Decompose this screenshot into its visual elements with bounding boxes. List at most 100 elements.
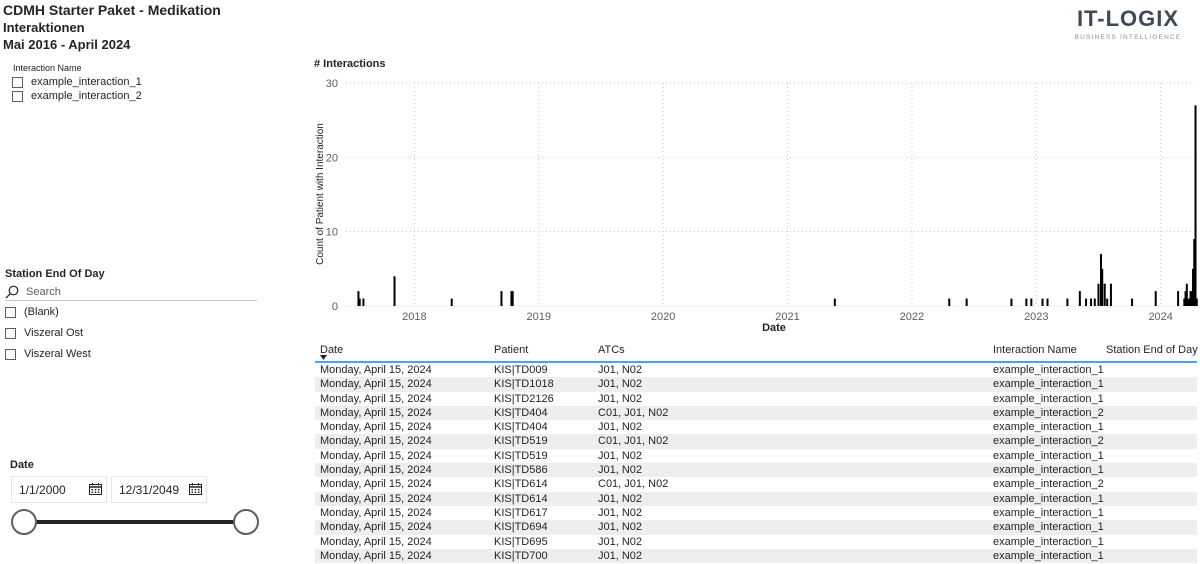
cell-date: Monday, April 15, 2024 (320, 435, 432, 448)
chart-title: # Interactions (314, 58, 386, 70)
chart-bar[interactable] (510, 291, 513, 306)
date-range-start-handle[interactable] (11, 509, 37, 535)
cell-patient: KIS|TD700 (494, 549, 548, 562)
cell-atcs: J01, N02 (598, 506, 643, 519)
chart-bar[interactable] (1093, 298, 1096, 306)
table-row[interactable]: Monday, April 15, 2024 KIS|TD617 J01, N02 e… (315, 506, 1197, 520)
cell-patient: KIS|TD586 (494, 464, 548, 477)
chart-bar[interactable] (1189, 291, 1192, 306)
station-option-viszeral-west[interactable]: Viszeral West (5, 348, 91, 360)
chart-bar[interactable] (1099, 253, 1102, 306)
cell-atcs: J01, N02 (598, 521, 643, 534)
chart-bar[interactable] (393, 276, 396, 306)
chart-bar[interactable] (500, 291, 503, 306)
chart-bar[interactable] (357, 291, 360, 306)
start-date-input[interactable]: 1/1/2000 (11, 476, 107, 503)
chart-bar[interactable] (1046, 298, 1049, 306)
table-row[interactable]: Monday, April 15, 2024 KIS|TD519 C01, J01,… (315, 434, 1197, 449)
checkbox[interactable] (5, 327, 16, 339)
station-search-box[interactable] (5, 283, 257, 301)
chart-bar[interactable] (1106, 298, 1109, 306)
chart-bar[interactable] (1154, 291, 1157, 306)
station-slicer-title: Station End Of Day (5, 268, 105, 280)
cell-interaction-name: example_interaction_1 (993, 549, 1104, 562)
chart-bar[interactable] (1183, 298, 1186, 306)
y-axis-label: Count of Patient with Interaction (315, 123, 326, 265)
checkbox[interactable] (5, 306, 16, 318)
chart-bar[interactable] (1193, 239, 1196, 306)
chart-bar[interactable] (450, 298, 453, 306)
column-header-station-end-of-day[interactable]: Station End of Day (1106, 344, 1198, 356)
chart-bar[interactable] (965, 298, 968, 306)
chart-bar[interactable] (1010, 298, 1013, 306)
chart-bar[interactable] (1190, 291, 1193, 306)
chart-bar[interactable] (1188, 298, 1191, 306)
table-row[interactable]: Monday, April 15, 2024 KIS|TD614 J01, N02 e… (315, 491, 1197, 506)
chart-bar[interactable] (1041, 298, 1044, 306)
x-tick-label: 2018 (402, 311, 426, 323)
cell-patient: KIS|TD695 (494, 535, 548, 548)
checkbox[interactable] (5, 348, 16, 360)
table-row[interactable]: Monday, April 15, 2024 KIS|TD694 J01, N02 e… (315, 520, 1197, 535)
column-header-interaction-name[interactable]: Interaction Name (993, 344, 1077, 356)
report-period: Mai 2016 - April 2024 (3, 37, 131, 52)
table-row[interactable]: Monday, April 15, 2024 KIS|TD700 J01, N02 e… (315, 548, 1197, 564)
chart-bar[interactable] (1085, 298, 1088, 306)
chart-bar[interactable] (1030, 298, 1033, 306)
station-option-viszeral-ost[interactable]: Viszeral Ost (5, 327, 83, 339)
chart-bar[interactable] (1066, 298, 1069, 306)
date-range-end-handle[interactable] (233, 509, 259, 535)
station-option-blank[interactable]: (Blank) (5, 306, 59, 318)
table-row[interactable]: Monday, April 15, 2024 KIS|TD614 C01, J01,… (315, 477, 1197, 491)
chart-bar[interactable] (358, 298, 361, 306)
chart-bar[interactable] (1101, 268, 1104, 306)
chart-bar[interactable] (1194, 105, 1197, 306)
chart-bar[interactable] (1184, 291, 1187, 306)
chart-bar[interactable] (1097, 283, 1100, 306)
chart-bar[interactable] (1185, 283, 1188, 306)
y-tick-label: 20 (326, 152, 338, 164)
chart-bar[interactable] (1192, 268, 1195, 306)
chart-bar[interactable] (511, 291, 514, 306)
end-date-value: 12/31/2049 (119, 482, 180, 497)
table-row[interactable]: Monday, April 15, 2024 KIS|TD586 J01, N02 e… (315, 463, 1197, 478)
column-header-patient[interactable]: Patient (494, 344, 529, 356)
chart-bar[interactable] (1090, 298, 1093, 306)
table-row[interactable]: Monday, April 15, 2024 KIS|TD519 J01, N02 e… (315, 449, 1197, 463)
table-row[interactable]: Monday, April 15, 2024 KIS|TD1018 J01, N02… (315, 377, 1197, 392)
cell-atcs: J01, N02 (598, 535, 643, 548)
chart-bar[interactable] (1195, 298, 1198, 306)
chart-bar[interactable] (1177, 291, 1180, 306)
station-search-input[interactable] (26, 285, 246, 298)
logo-main-text: IT-LOGIX (1076, 6, 1180, 31)
table-row[interactable]: Monday, April 15, 2024 KIS|TD695 J01, N02 e… (315, 535, 1197, 549)
chart-bar[interactable] (1025, 298, 1028, 306)
calendar-icon[interactable] (89, 483, 102, 495)
table-row[interactable]: Monday, April 15, 2024 KIS|TD404 C01, J01,… (315, 405, 1197, 421)
chart-bar[interactable] (1131, 298, 1134, 306)
table-row[interactable]: Monday, April 15, 2024 KIS|TD2126 J01, N02… (315, 392, 1197, 406)
interaction-option-1[interactable]: example_interaction_1 (12, 76, 142, 88)
table-row[interactable]: Monday, April 15, 2024 KIS|TD404 J01, N02 e… (315, 420, 1197, 434)
sort-descending-icon[interactable] (320, 355, 327, 360)
interaction-option-label: example_interaction_2 (31, 90, 142, 102)
column-header-atcs[interactable]: ATCs (598, 344, 625, 356)
end-date-input[interactable]: 12/31/2049 (111, 476, 207, 503)
cell-atcs: J01, N02 (598, 392, 643, 405)
table-row[interactable]: Monday, April 15, 2024 KIS|TD009 J01, N02 e… (315, 363, 1197, 377)
chart-bar[interactable] (1109, 283, 1112, 306)
chart-bar[interactable] (833, 298, 836, 306)
chart-bar[interactable] (948, 298, 951, 306)
chart-bar[interactable] (1078, 291, 1081, 306)
cell-atcs: C01, J01, N02 (598, 435, 669, 448)
chart-bar[interactable] (362, 298, 365, 306)
table-body: Monday, April 15, 2024 KIS|TD009 J01, N02 e… (315, 363, 1197, 564)
interaction-option-2[interactable]: example_interaction_2 (12, 90, 142, 102)
date-range-slider-track[interactable] (23, 520, 247, 524)
column-header-date[interactable]: Date (320, 344, 344, 356)
checkbox[interactable] (12, 90, 23, 102)
calendar-icon[interactable] (189, 483, 202, 495)
chart-bar[interactable] (1103, 283, 1106, 306)
checkbox[interactable] (12, 76, 23, 88)
chart-bar[interactable] (1187, 298, 1190, 306)
